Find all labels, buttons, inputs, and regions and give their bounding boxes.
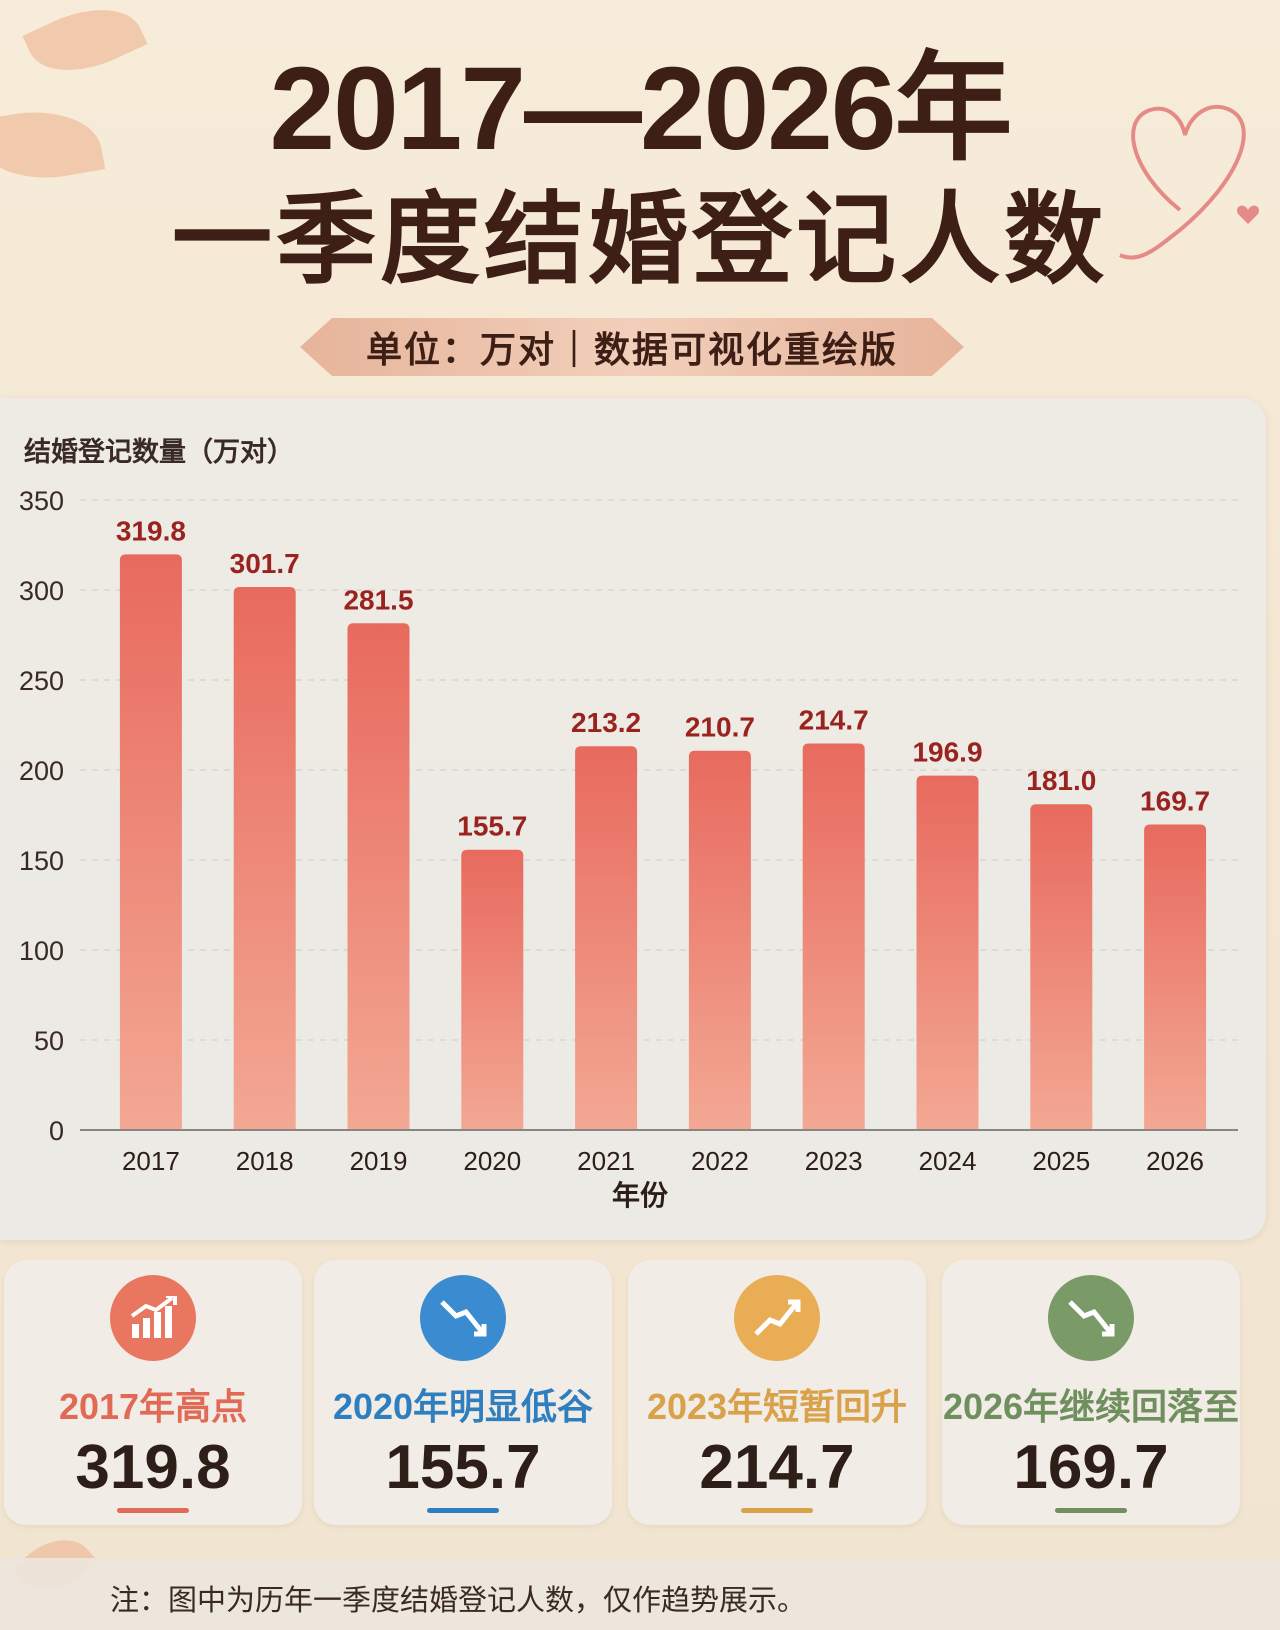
x-tick-label: 2025 xyxy=(1032,1146,1090,1176)
highlight-label: 2017年高点 xyxy=(58,1386,248,1427)
bar-2025 xyxy=(1030,804,1093,1130)
x-tick-label: 2023 xyxy=(805,1146,863,1176)
value-label: 301.7 xyxy=(230,548,300,579)
title-block: 2017—2026年 一季度结婚登记人数 xyxy=(0,50,1280,290)
highlight-underline xyxy=(117,1508,189,1513)
y-tick-label: 100 xyxy=(19,936,64,966)
footer-bar xyxy=(0,1558,1280,1630)
y-tick-label: 300 xyxy=(19,576,64,606)
y-tick-label: 350 xyxy=(19,486,64,516)
bar-2020 xyxy=(461,849,524,1130)
heart-icon xyxy=(1119,104,1259,260)
bar-2017 xyxy=(119,554,182,1130)
y-axis-label: 结婚登记数量（万对） xyxy=(24,437,294,467)
value-label: 181.0 xyxy=(1026,765,1096,796)
page-title-line1: 2017—2026年 xyxy=(269,43,1012,175)
highlight-underline xyxy=(1055,1508,1127,1513)
highlight-value: 169.7 xyxy=(1013,1433,1169,1502)
bar-2022 xyxy=(688,750,751,1130)
value-label: 213.2 xyxy=(571,707,641,738)
trend-down-icon xyxy=(1048,1275,1134,1361)
x-tick-label: 2017 xyxy=(122,1146,180,1176)
bar-2021 xyxy=(575,746,638,1130)
highlight-underline xyxy=(427,1508,499,1513)
value-label: 155.7 xyxy=(457,811,527,842)
chart-up-icon xyxy=(110,1275,196,1361)
highlight-label: 2020年明显低谷 xyxy=(332,1386,594,1427)
value-label: 319.8 xyxy=(116,515,186,546)
y-tick-label: 200 xyxy=(19,756,64,786)
footer-note: 注：图中为历年一季度结婚登记人数，仅作趋势展示。 xyxy=(110,1585,807,1617)
highlight-underline xyxy=(741,1508,813,1513)
highlight-value: 214.7 xyxy=(699,1433,855,1502)
y-tick-label: 0 xyxy=(49,1116,64,1146)
x-tick-label: 2021 xyxy=(577,1146,635,1176)
trend-down-icon xyxy=(420,1275,506,1361)
highlight-label: 2026年继续回落至 xyxy=(942,1386,1240,1427)
highlight-card-decline: 2026年继续回落至 169.7 xyxy=(942,1260,1240,1525)
x-tick-label: 2022 xyxy=(691,1146,749,1176)
bar-2024 xyxy=(916,775,979,1130)
y-tick-label: 250 xyxy=(19,666,64,696)
x-tick-label: 2020 xyxy=(463,1146,521,1176)
value-label: 169.7 xyxy=(1140,786,1210,817)
bar-2018 xyxy=(233,586,296,1130)
value-label: 196.9 xyxy=(912,737,982,768)
value-label: 210.7 xyxy=(685,712,755,743)
highlight-value: 319.8 xyxy=(75,1433,231,1502)
y-tick-label: 150 xyxy=(19,846,64,876)
value-label: 281.5 xyxy=(343,584,413,615)
trend-up-icon xyxy=(734,1275,820,1361)
highlight-label: 2023年短暂回升 xyxy=(646,1386,908,1427)
x-axis-label: 年份 xyxy=(612,1179,668,1211)
x-tick-label: 2026 xyxy=(1146,1146,1204,1176)
bar-chart: 0 50 100 150 200 250 300 350 319.8 301.7 281.5 155… xyxy=(19,486,1238,1211)
bar-2019 xyxy=(347,623,410,1130)
bar-2026 xyxy=(1144,824,1207,1130)
highlight-card-low: 2020年明显低谷 155.7 xyxy=(314,1260,612,1525)
page-title-line2: 一季度结婚登记人数 xyxy=(172,184,1108,296)
value-label: 214.7 xyxy=(799,705,869,736)
highlight-card-rebound: 2023年短暂回升 214.7 xyxy=(628,1260,926,1525)
highlight-value: 155.7 xyxy=(385,1433,541,1502)
highlight-card-peak: 2017年高点 319.8 xyxy=(4,1260,302,1525)
bar-2023 xyxy=(802,743,865,1130)
x-tick-label: 2024 xyxy=(919,1146,977,1176)
y-tick-label: 50 xyxy=(34,1026,64,1056)
subtitle-ribbon: 单位：万对｜数据可视化重绘版 xyxy=(300,318,964,376)
x-tick-label: 2019 xyxy=(350,1146,408,1176)
x-tick-label: 2018 xyxy=(236,1146,294,1176)
